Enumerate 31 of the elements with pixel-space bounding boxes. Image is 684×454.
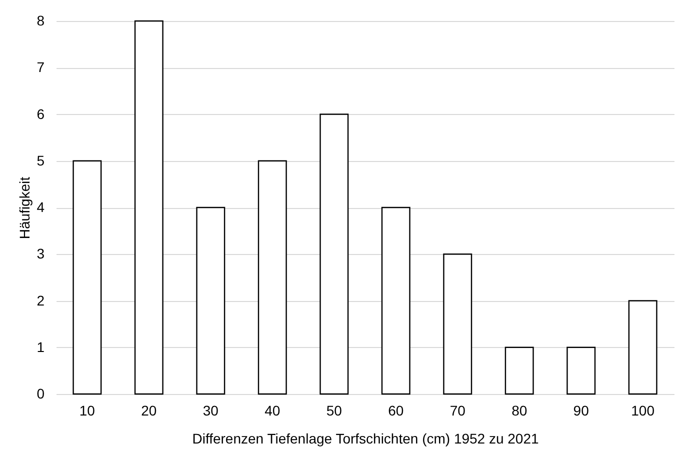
x-tick-label: 10: [79, 402, 96, 418]
bar: [134, 20, 164, 395]
y-tick-label: 1: [36, 338, 45, 355]
y-tick-label: 7: [36, 59, 45, 76]
y-tick-label: 6: [36, 106, 45, 122]
x-tick-label: 40: [264, 402, 280, 418]
x-tick-label: 50: [326, 402, 342, 418]
x-tick-label: 60: [388, 402, 404, 418]
bar: [443, 254, 472, 395]
x-tick-label: 20: [141, 402, 157, 418]
bar: [320, 114, 349, 395]
y-tick-label: 0: [36, 386, 45, 402]
bar: [196, 206, 226, 395]
bar: [381, 206, 410, 395]
y-tick-label: 4: [36, 199, 45, 215]
x-tick-label: 80: [512, 402, 528, 418]
x-tick-label: 90: [573, 402, 590, 418]
y-tick-label: 5: [36, 152, 45, 168]
y-tick-label: 3: [36, 246, 45, 262]
y-tick-label: 8: [36, 12, 45, 28]
bar: [258, 160, 287, 395]
y-tick-label: 2: [36, 292, 45, 308]
x-tick-label: 30: [202, 402, 219, 418]
bar: [504, 346, 534, 395]
x-tick-label: 100: [631, 402, 655, 418]
x-axis-title: Differenzen Tiefenlage Torfschichten (cm) 1952 zu 2021: [192, 430, 539, 446]
bar: [566, 346, 596, 395]
y-axis-title: Häufigkeit: [16, 176, 33, 240]
bar: [628, 300, 658, 395]
bar: [72, 160, 102, 395]
x-tick-label: 70: [450, 402, 466, 418]
